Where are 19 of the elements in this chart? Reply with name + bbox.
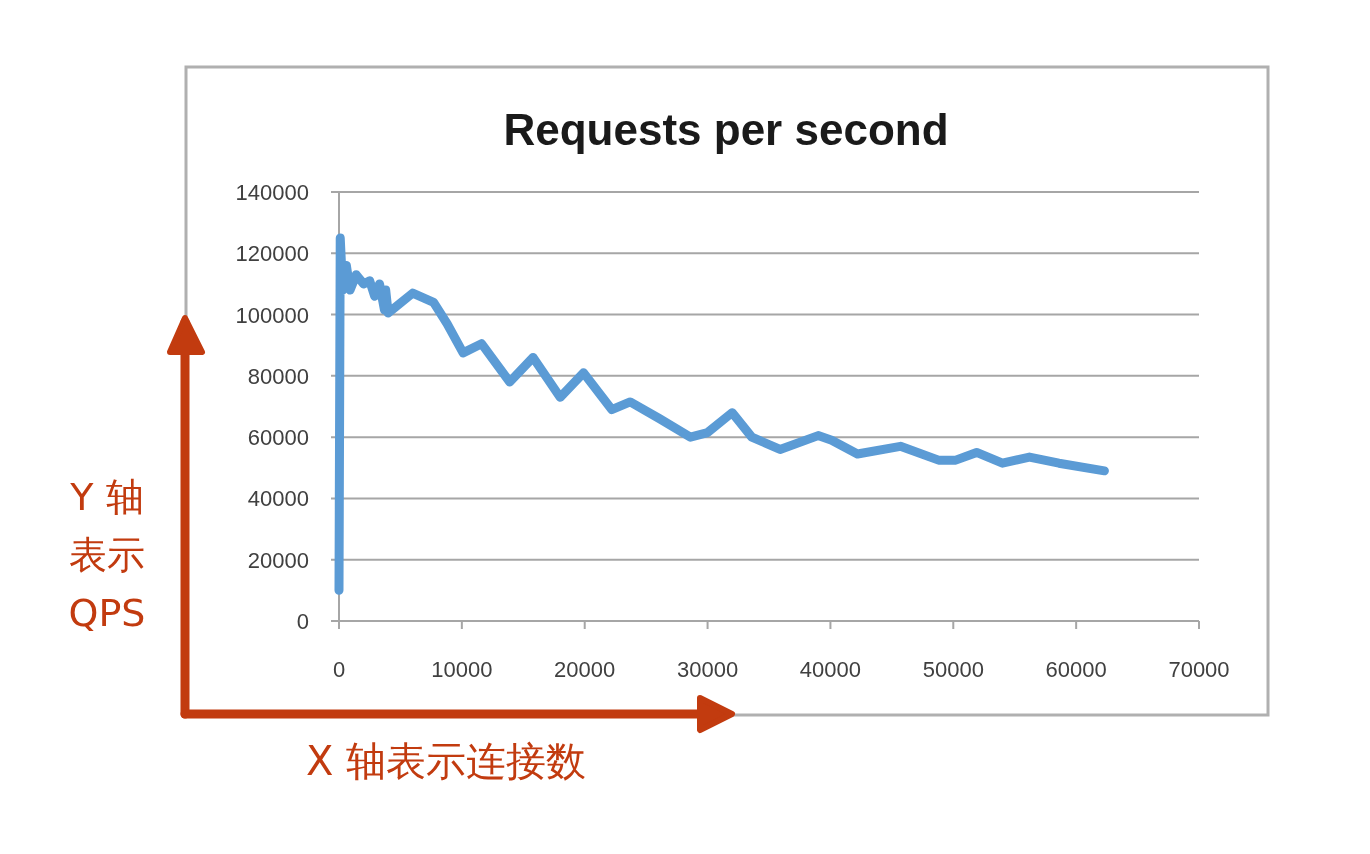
y-tick-label: 100000 bbox=[235, 302, 309, 328]
y-tick-label: 40000 bbox=[247, 486, 309, 512]
x-tick-label: 20000 bbox=[554, 657, 616, 682]
y-tick-label: 0 bbox=[296, 609, 309, 634]
x-tick-label: 30000 bbox=[676, 657, 739, 682]
x-tick-label: 40000 bbox=[799, 657, 862, 682]
x-tick-label: 0 bbox=[332, 657, 346, 682]
x-tick-label: 10000 bbox=[431, 657, 493, 682]
y-tick-label: 20000 bbox=[247, 547, 309, 573]
chart-title: Requests per second bbox=[503, 105, 949, 154]
y-axis-title: Y 轴表示 QPS bbox=[67, 474, 147, 637]
x-tick-label: 50000 bbox=[922, 657, 984, 682]
y-tick-label: 140000 bbox=[235, 180, 309, 205]
x-axis-title: X 轴表示连接数 bbox=[304, 737, 588, 786]
y-tick-label: 120000 bbox=[235, 241, 309, 267]
y-tick-label: 80000 bbox=[247, 363, 309, 389]
x-tick-label: 70000 bbox=[1168, 657, 1230, 682]
y-tick-label: 60000 bbox=[247, 425, 309, 451]
x-tick-label: 60000 bbox=[1045, 657, 1107, 682]
